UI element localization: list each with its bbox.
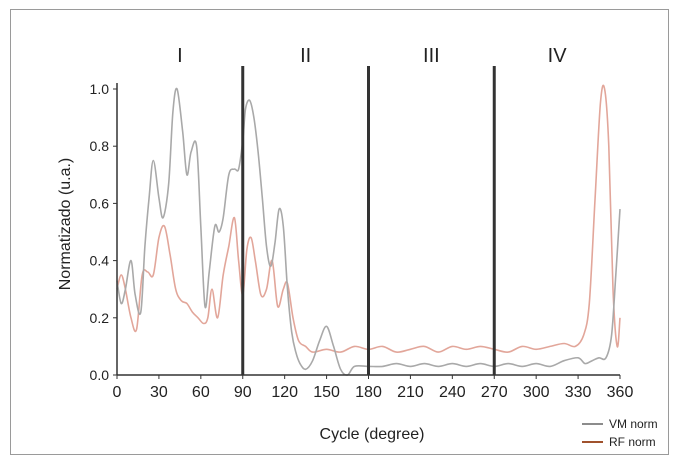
legend-label: RF norm bbox=[609, 435, 656, 449]
x-tick-label: 90 bbox=[234, 384, 252, 401]
chart-frame bbox=[10, 9, 669, 455]
x-tick-label: 120 bbox=[271, 384, 298, 401]
series-lines bbox=[116, 84, 621, 376]
y-tick-label: 1.0 bbox=[90, 81, 110, 97]
x-tick-label: 150 bbox=[313, 384, 340, 401]
legend: VM norm RF norm bbox=[582, 417, 658, 449]
y-tick-label: 0.2 bbox=[90, 310, 110, 326]
x-axis-label: Cycle (degree) bbox=[320, 426, 425, 443]
legend-label: VM norm bbox=[609, 417, 658, 431]
phase-labels: I II III IV bbox=[177, 45, 567, 67]
x-tick-label: 60 bbox=[192, 384, 210, 401]
series-line-vm-norm bbox=[116, 87, 621, 376]
x-tick-label: 180 bbox=[355, 384, 382, 401]
phase-label: III bbox=[423, 45, 440, 67]
y-tick-labels: 0.0 0.2 0.4 0.6 0.8 1.0 bbox=[90, 81, 117, 383]
x-tick-label: 30 bbox=[150, 384, 168, 401]
y-tick-label: 0.6 bbox=[90, 195, 110, 211]
y-tick-label: 0.4 bbox=[90, 253, 110, 269]
x-tick-labels: 0 30 60 90 120 150 180 210 240 270 300 330 360 bbox=[113, 375, 634, 401]
phase-dividers bbox=[241, 66, 496, 375]
x-tick-label: 240 bbox=[439, 384, 466, 401]
x-tick-label: 300 bbox=[523, 384, 550, 401]
phase-label: II bbox=[300, 45, 311, 67]
x-tick-label: 360 bbox=[607, 384, 634, 401]
y-axis-label: Normatizado (u.a.) bbox=[57, 158, 74, 291]
y-tick-label: 0.0 bbox=[90, 367, 110, 383]
x-tick-label: 270 bbox=[481, 384, 508, 401]
x-tick-label: 0 bbox=[113, 384, 122, 401]
y-tick-label: 0.8 bbox=[90, 138, 110, 154]
phase-label: IV bbox=[548, 45, 568, 67]
phase-label: I bbox=[177, 45, 183, 67]
x-tick-label: 210 bbox=[397, 384, 424, 401]
x-tick-label: 330 bbox=[565, 384, 592, 401]
